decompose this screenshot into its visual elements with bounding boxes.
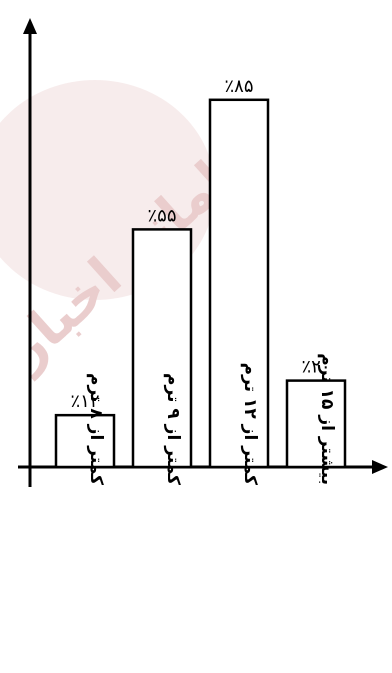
category-label: کمتر از ۱۲ ترم	[240, 363, 260, 485]
x-axis-arrow	[372, 460, 388, 474]
data-label: ٪۵۵	[147, 205, 176, 226]
bar	[208, 98, 270, 469]
bar	[54, 413, 116, 469]
bars	[54, 98, 347, 469]
category-label: بیشتر از ۱۵ ترم	[317, 353, 337, 485]
bar	[131, 228, 193, 469]
data-label: ٪۲۰	[301, 357, 330, 378]
category-label: کمتر از ۹ ترم	[163, 373, 183, 485]
data-label: ٪۸۵	[224, 76, 253, 97]
data-label: ٪۱۲	[70, 391, 99, 412]
bar	[285, 379, 347, 469]
category-label: کمتر از ۸ ترم	[86, 373, 106, 485]
y-axis-arrow	[23, 18, 37, 34]
category-labels: کمتر از ۸ ترم کمتر از ۹ ترم کمتر از ۱۲ ترم…	[86, 353, 337, 485]
value-labels: ٪۱۲ ٪۵۵ ٪۸۵ ٪۲۰	[70, 76, 330, 412]
